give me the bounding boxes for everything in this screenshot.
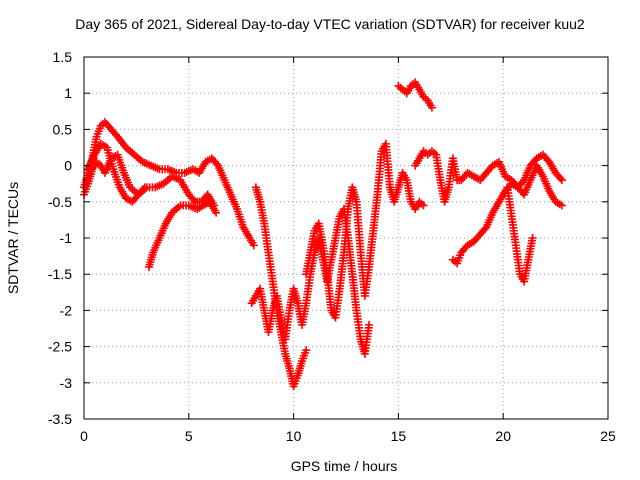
y-tick-label: 0 — [64, 158, 72, 174]
data-point — [419, 201, 428, 210]
series-trace-g — [302, 139, 428, 322]
axis-ticks — [83, 56, 609, 420]
data-point — [557, 201, 566, 210]
chart-title: Day 365 of 2021, Sidereal Day-to-day VTE… — [75, 16, 585, 32]
tick-labels: 0 5 10 15 20 25 1.5 1 0.5 0 -0.5 -1 -1.5 -2 -2.5 -3 -3.5 — [48, 49, 616, 444]
series-trace-a — [80, 118, 258, 250]
data-point — [249, 241, 258, 250]
y-tick-label: -2 — [60, 302, 73, 318]
series-trace-k — [503, 183, 537, 286]
y-tick-label: -3.5 — [48, 411, 72, 427]
series-trace-i — [411, 147, 566, 206]
series-trace-h — [394, 78, 436, 112]
data-point — [139, 185, 148, 194]
data-point — [427, 103, 436, 112]
series-trace-b — [80, 150, 218, 210]
y-tick-label: -1.5 — [48, 266, 72, 282]
y-tick-label: 0.5 — [53, 121, 73, 137]
y-tick-label: -3 — [60, 375, 73, 391]
data-point — [212, 159, 221, 168]
y-tick-label: -0.5 — [48, 194, 72, 210]
data-point — [365, 320, 374, 329]
y-tick-label: -2.5 — [48, 339, 72, 355]
data-point — [302, 346, 311, 355]
series-trace-d — [144, 197, 221, 271]
data-point — [189, 195, 198, 204]
series-trace-e — [247, 205, 374, 358]
x-tick-label: 20 — [495, 428, 511, 444]
series-trace-f — [251, 183, 311, 391]
series-trace-c — [84, 139, 149, 206]
data-point — [212, 208, 221, 217]
data-point — [528, 234, 537, 242]
y-tick-label: 1.5 — [53, 49, 73, 65]
y-tick-label: 1 — [64, 85, 72, 101]
x-tick-label: 10 — [286, 428, 302, 444]
data-point — [518, 177, 527, 186]
data-point — [556, 174, 565, 183]
x-tick-label: 15 — [391, 428, 407, 444]
data-point — [480, 224, 489, 233]
x-tick-label: 25 — [600, 428, 616, 444]
x-tick-label: 0 — [80, 428, 88, 444]
data-point — [140, 183, 149, 192]
y-axis-label: SDTVAR / TECUs — [5, 182, 21, 294]
series-trace-j — [448, 161, 566, 268]
x-axis-label: GPS time / hours — [291, 458, 398, 474]
data-point — [557, 176, 566, 185]
x-tick-label: 5 — [185, 428, 193, 444]
data-marks — [80, 78, 566, 391]
y-tick-label: -1 — [60, 230, 73, 246]
